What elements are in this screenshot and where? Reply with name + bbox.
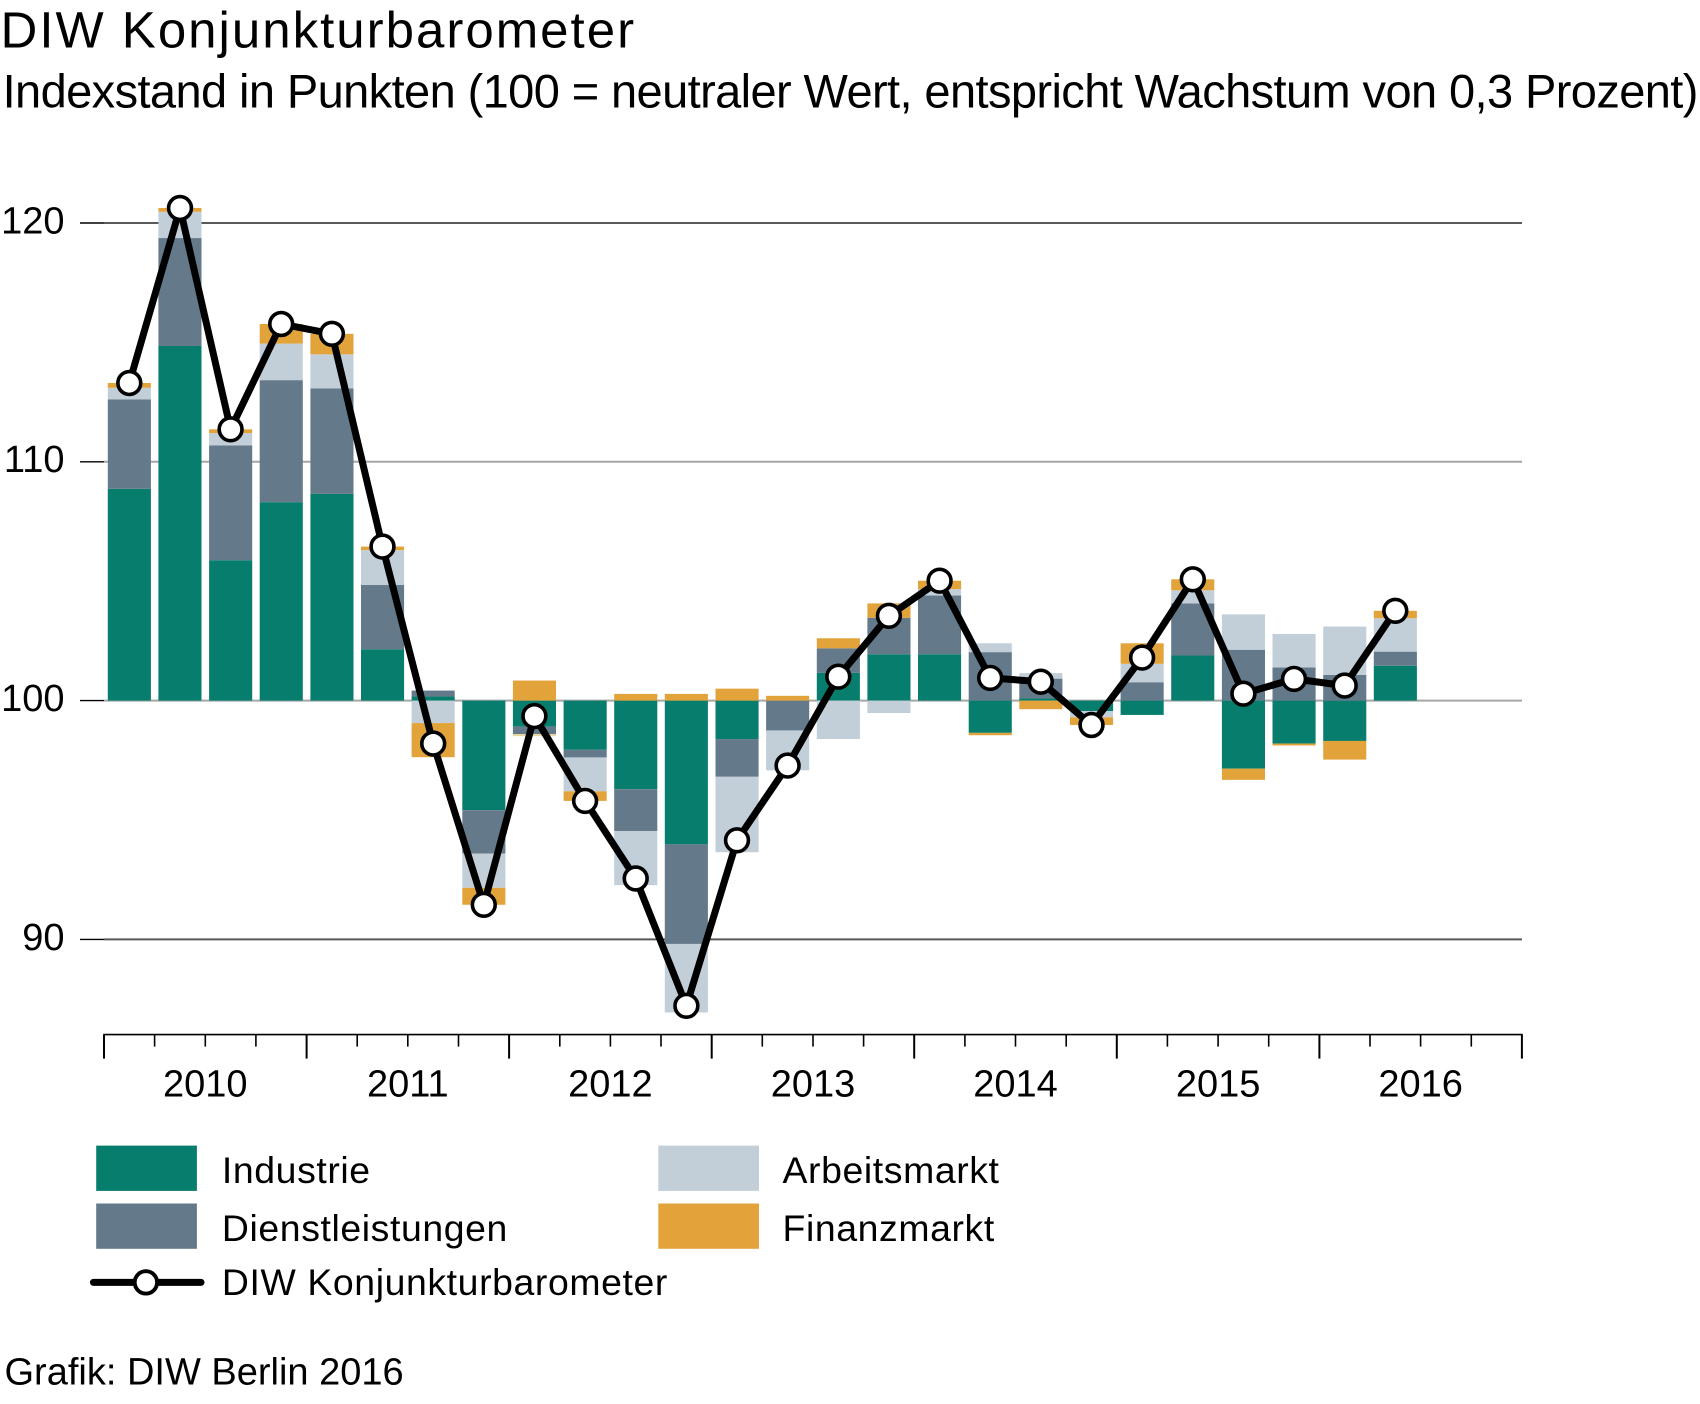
svg-text:Industrie: Industrie [222,1149,371,1191]
svg-text:Finanzmarkt: Finanzmarkt [783,1207,995,1249]
svg-text:Grafik: DIW Berlin 2016: Grafik: DIW Berlin 2016 [5,1352,404,1394]
svg-text:2014: 2014 [973,1063,1058,1105]
svg-text:90: 90 [22,917,64,959]
svg-text:2012: 2012 [568,1063,653,1105]
svg-text:2016: 2016 [1378,1063,1463,1105]
svg-text:2013: 2013 [771,1063,856,1105]
svg-text:2010: 2010 [163,1063,248,1105]
svg-text:120: 120 [1,200,64,242]
svg-text:DIW Konjunkturbarometer: DIW Konjunkturbarometer [222,1261,668,1303]
svg-text:Dienstleistungen: Dienstleistungen [222,1207,508,1249]
svg-text:Arbeitsmarkt: Arbeitsmarkt [783,1149,1000,1191]
svg-text:2011: 2011 [367,1063,449,1105]
svg-text:Indexstand in Punkten (100 = n: Indexstand in Punkten (100 = neutraler W… [3,65,1698,118]
svg-text:100: 100 [1,678,64,720]
svg-text:110: 110 [4,439,65,481]
svg-text:2015: 2015 [1176,1063,1261,1105]
svg-text:DIW Konjunkturbarometer: DIW Konjunkturbarometer [1,2,637,59]
